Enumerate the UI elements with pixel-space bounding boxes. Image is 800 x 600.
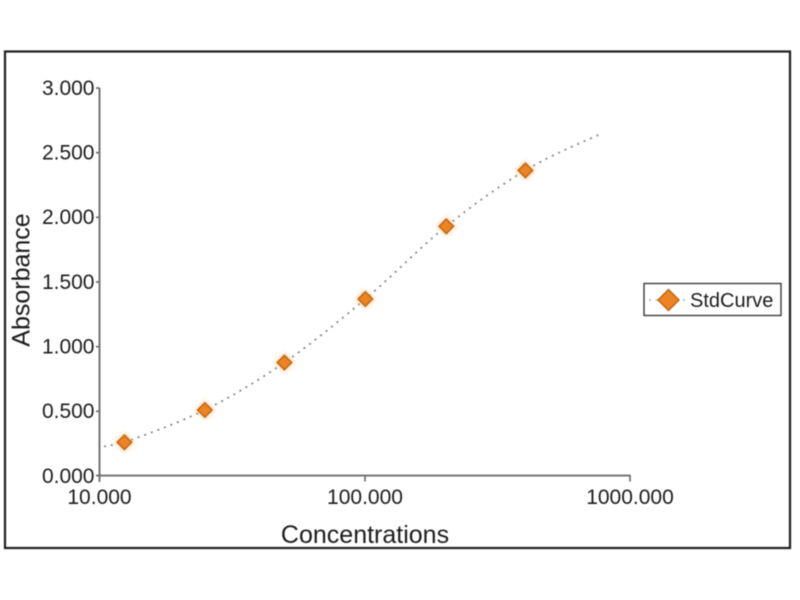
- svg-text:1.500: 1.500: [42, 271, 95, 294]
- svg-text:Concentrations: Concentrations: [281, 521, 449, 549]
- svg-text:Absorbance: Absorbance: [8, 213, 36, 346]
- svg-text:2.500: 2.500: [42, 142, 95, 165]
- svg-text:100.000: 100.000: [327, 486, 403, 509]
- svg-text:1.000: 1.000: [42, 335, 95, 358]
- svg-text:2.000: 2.000: [42, 206, 95, 229]
- svg-text:StdCurve: StdCurve: [690, 290, 773, 312]
- svg-text:0.000: 0.000: [42, 465, 95, 488]
- svg-text:1000.000: 1000.000: [586, 486, 674, 509]
- svg-text:0.500: 0.500: [42, 400, 95, 423]
- svg-text:10.000: 10.000: [67, 486, 131, 509]
- svg-text:3.000: 3.000: [42, 77, 95, 100]
